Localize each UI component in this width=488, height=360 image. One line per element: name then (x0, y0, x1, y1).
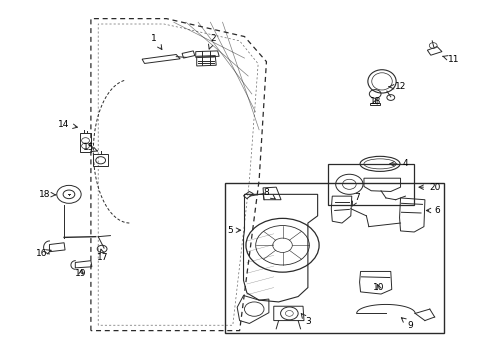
Text: 7: 7 (351, 193, 359, 206)
Text: 17: 17 (97, 249, 109, 262)
Text: 15: 15 (82, 143, 97, 152)
Text: 4: 4 (389, 159, 407, 168)
Bar (224, 183, 444, 333)
Text: 16: 16 (36, 249, 51, 258)
Text: 12: 12 (388, 82, 406, 91)
Text: 1: 1 (151, 34, 162, 49)
Text: 8: 8 (263, 188, 275, 199)
Text: 19: 19 (75, 269, 87, 278)
Text: 13: 13 (369, 96, 381, 105)
Text: 3: 3 (301, 314, 310, 326)
Bar (328, 164, 413, 205)
Text: 11: 11 (442, 55, 459, 64)
Text: 18: 18 (39, 190, 56, 199)
Text: 6: 6 (426, 206, 439, 215)
Text: 20: 20 (418, 183, 440, 192)
Text: 2: 2 (208, 34, 215, 49)
Text: 14: 14 (58, 120, 77, 129)
Text: 9: 9 (401, 318, 412, 330)
Text: 10: 10 (372, 283, 384, 292)
Text: 5: 5 (226, 226, 240, 235)
